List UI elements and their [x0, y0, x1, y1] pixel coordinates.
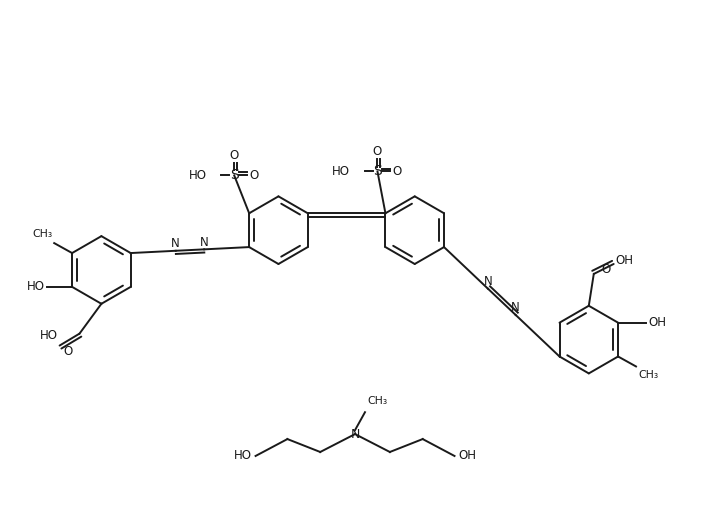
Text: N: N [511, 301, 520, 314]
Text: CH₃: CH₃ [32, 229, 52, 239]
Text: N: N [200, 236, 209, 249]
Text: CH₃: CH₃ [367, 396, 387, 406]
Text: OH: OH [459, 449, 476, 463]
Text: O: O [63, 345, 72, 358]
Text: N: N [350, 427, 360, 440]
Text: HO: HO [233, 449, 252, 463]
Text: N: N [172, 237, 180, 250]
Text: S: S [373, 164, 382, 178]
Text: O: O [249, 169, 259, 182]
Text: O: O [373, 145, 382, 158]
Text: HO: HO [27, 280, 45, 293]
Text: O: O [393, 165, 402, 178]
Text: O: O [230, 149, 239, 162]
Text: CH₃: CH₃ [638, 371, 658, 381]
Text: S: S [230, 169, 238, 183]
Text: HO: HO [332, 165, 350, 178]
Text: HO: HO [188, 169, 206, 182]
Text: N: N [483, 275, 492, 288]
Text: OH: OH [616, 254, 634, 267]
Text: HO: HO [40, 329, 57, 342]
Text: O: O [601, 264, 611, 277]
Text: OH: OH [648, 316, 666, 329]
